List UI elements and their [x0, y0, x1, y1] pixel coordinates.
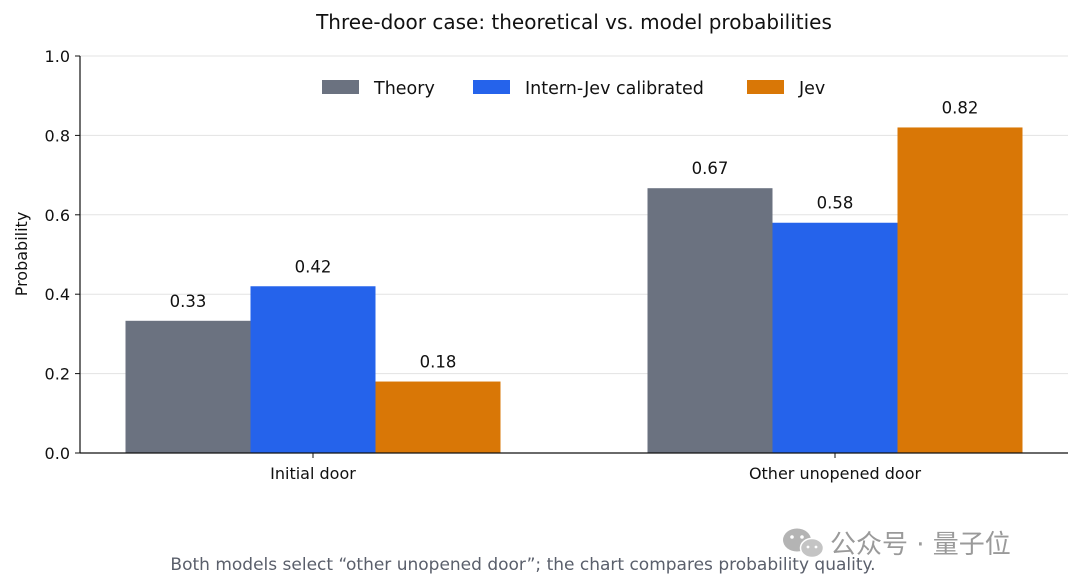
- data-label: 0.33: [170, 292, 207, 311]
- watermark: 公众号 · 量子位: [783, 528, 1011, 560]
- tick-labels: 0.0 0.2 0.4 0.6 0.8 1.0 Initial door Other unop…: [45, 47, 922, 483]
- y-axis-label: Probability: [12, 212, 31, 297]
- data-labels: 0.33 0.42 0.18 0.67 0.58 0.82: [170, 98, 979, 371]
- x-tick-label: Other unopened door: [749, 464, 922, 483]
- legend-item: Intern-Jev calibrated: [473, 79, 704, 99]
- bar: [125, 320, 251, 453]
- legend-swatch: [322, 80, 359, 94]
- legend-item: Theory: [322, 79, 435, 99]
- bar: [897, 127, 1023, 454]
- wechat-icon: [783, 528, 825, 559]
- y-tick-label: 0.0: [45, 444, 70, 463]
- bar: [375, 381, 501, 453]
- bar: [250, 286, 376, 453]
- chart-caption: Both models select “other unopened door”…: [170, 555, 875, 575]
- legend-label: Jev: [798, 79, 825, 99]
- y-tick-label: 0.6: [45, 206, 70, 225]
- y-tick-label: 1.0: [45, 47, 70, 66]
- bar: [772, 222, 898, 453]
- legend-label: Theory: [373, 79, 435, 99]
- legend-swatch: [473, 80, 510, 94]
- legend-item: Jev: [747, 79, 825, 99]
- axes: [75, 55, 1068, 458]
- chart-title: Three-door case: theoretical vs. model p…: [315, 10, 832, 34]
- legend: Theory Intern-Jev calibrated Jev: [322, 79, 825, 99]
- bars: [125, 127, 1023, 454]
- x-tick-label: Initial door: [270, 464, 356, 483]
- y-tick-label: 0.2: [45, 365, 70, 384]
- legend-label: Intern-Jev calibrated: [525, 79, 704, 99]
- data-label: 0.82: [942, 98, 979, 117]
- data-label: 0.67: [692, 159, 729, 178]
- data-label: 0.58: [817, 194, 854, 213]
- legend-swatch: [747, 80, 784, 94]
- bar: [647, 188, 773, 454]
- y-tick-label: 0.8: [45, 126, 70, 145]
- data-label: 0.42: [295, 257, 332, 276]
- watermark-text: 公众号 · 量子位: [830, 530, 1011, 560]
- y-tick-label: 0.4: [45, 285, 70, 304]
- data-label: 0.18: [420, 353, 457, 372]
